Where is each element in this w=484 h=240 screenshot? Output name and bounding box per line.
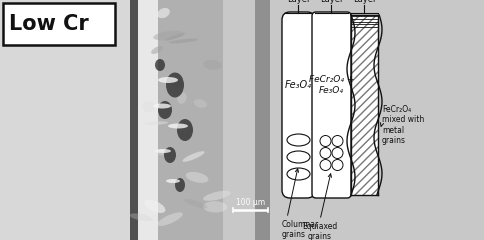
Ellipse shape: [144, 200, 165, 213]
Text: Low Cr: Low Cr: [9, 14, 89, 34]
Text: Fe₃O₄: Fe₃O₄: [285, 80, 311, 90]
Ellipse shape: [166, 72, 183, 97]
Text: Inner
Layer: Inner Layer: [319, 0, 343, 4]
Text: Columnar
grains: Columnar grains: [281, 220, 318, 239]
Text: Outer
Layer: Outer Layer: [286, 0, 310, 4]
Bar: [270, 0, 484, 240]
Ellipse shape: [177, 92, 186, 104]
Ellipse shape: [144, 121, 167, 125]
Bar: [0, 0, 270, 240]
Ellipse shape: [157, 150, 166, 156]
Ellipse shape: [287, 168, 309, 180]
FancyBboxPatch shape: [281, 12, 314, 198]
Ellipse shape: [203, 191, 230, 201]
Ellipse shape: [183, 199, 207, 208]
Circle shape: [332, 160, 342, 170]
Bar: [0, 0, 130, 240]
Ellipse shape: [157, 212, 182, 226]
Ellipse shape: [287, 151, 309, 163]
Bar: [3, 3, 115, 45]
Ellipse shape: [185, 172, 208, 183]
Text: FeCr₂O₄
mixed with
metal
grains: FeCr₂O₄ mixed with metal grains: [381, 105, 424, 145]
Circle shape: [332, 136, 342, 146]
Ellipse shape: [164, 147, 176, 163]
Ellipse shape: [194, 99, 207, 108]
Ellipse shape: [182, 151, 204, 162]
Ellipse shape: [171, 79, 182, 88]
Ellipse shape: [151, 46, 163, 54]
Circle shape: [319, 136, 330, 146]
Ellipse shape: [203, 201, 227, 212]
Ellipse shape: [175, 178, 184, 192]
Circle shape: [332, 148, 342, 158]
Text: Equiaxed
grains: Equiaxed grains: [302, 222, 337, 240]
Ellipse shape: [153, 31, 184, 40]
Ellipse shape: [158, 77, 178, 83]
Text: FeCr₂O₄ +
Fe₃O₄: FeCr₂O₄ + Fe₃O₄: [308, 75, 353, 95]
Circle shape: [319, 160, 330, 170]
Text: Diffusion
Layer: Diffusion Layer: [345, 0, 382, 4]
Ellipse shape: [165, 33, 185, 41]
Ellipse shape: [129, 213, 152, 221]
FancyBboxPatch shape: [311, 12, 350, 198]
Ellipse shape: [142, 101, 155, 112]
Ellipse shape: [158, 101, 172, 119]
Ellipse shape: [155, 59, 165, 71]
Ellipse shape: [152, 103, 171, 108]
Text: 100 μm: 100 μm: [235, 198, 265, 207]
Bar: [223, 0, 270, 240]
Ellipse shape: [155, 149, 171, 153]
Circle shape: [319, 148, 330, 158]
Bar: [138, 0, 158, 240]
Bar: [130, 0, 138, 240]
Ellipse shape: [177, 119, 193, 141]
Ellipse shape: [203, 60, 222, 70]
Bar: [350, 15, 377, 195]
Ellipse shape: [157, 8, 169, 18]
Ellipse shape: [168, 39, 198, 43]
Bar: [158, 0, 223, 240]
Ellipse shape: [166, 179, 180, 183]
Bar: [255, 0, 270, 240]
Ellipse shape: [167, 124, 188, 128]
Ellipse shape: [287, 134, 309, 146]
Bar: [350, 15, 377, 195]
